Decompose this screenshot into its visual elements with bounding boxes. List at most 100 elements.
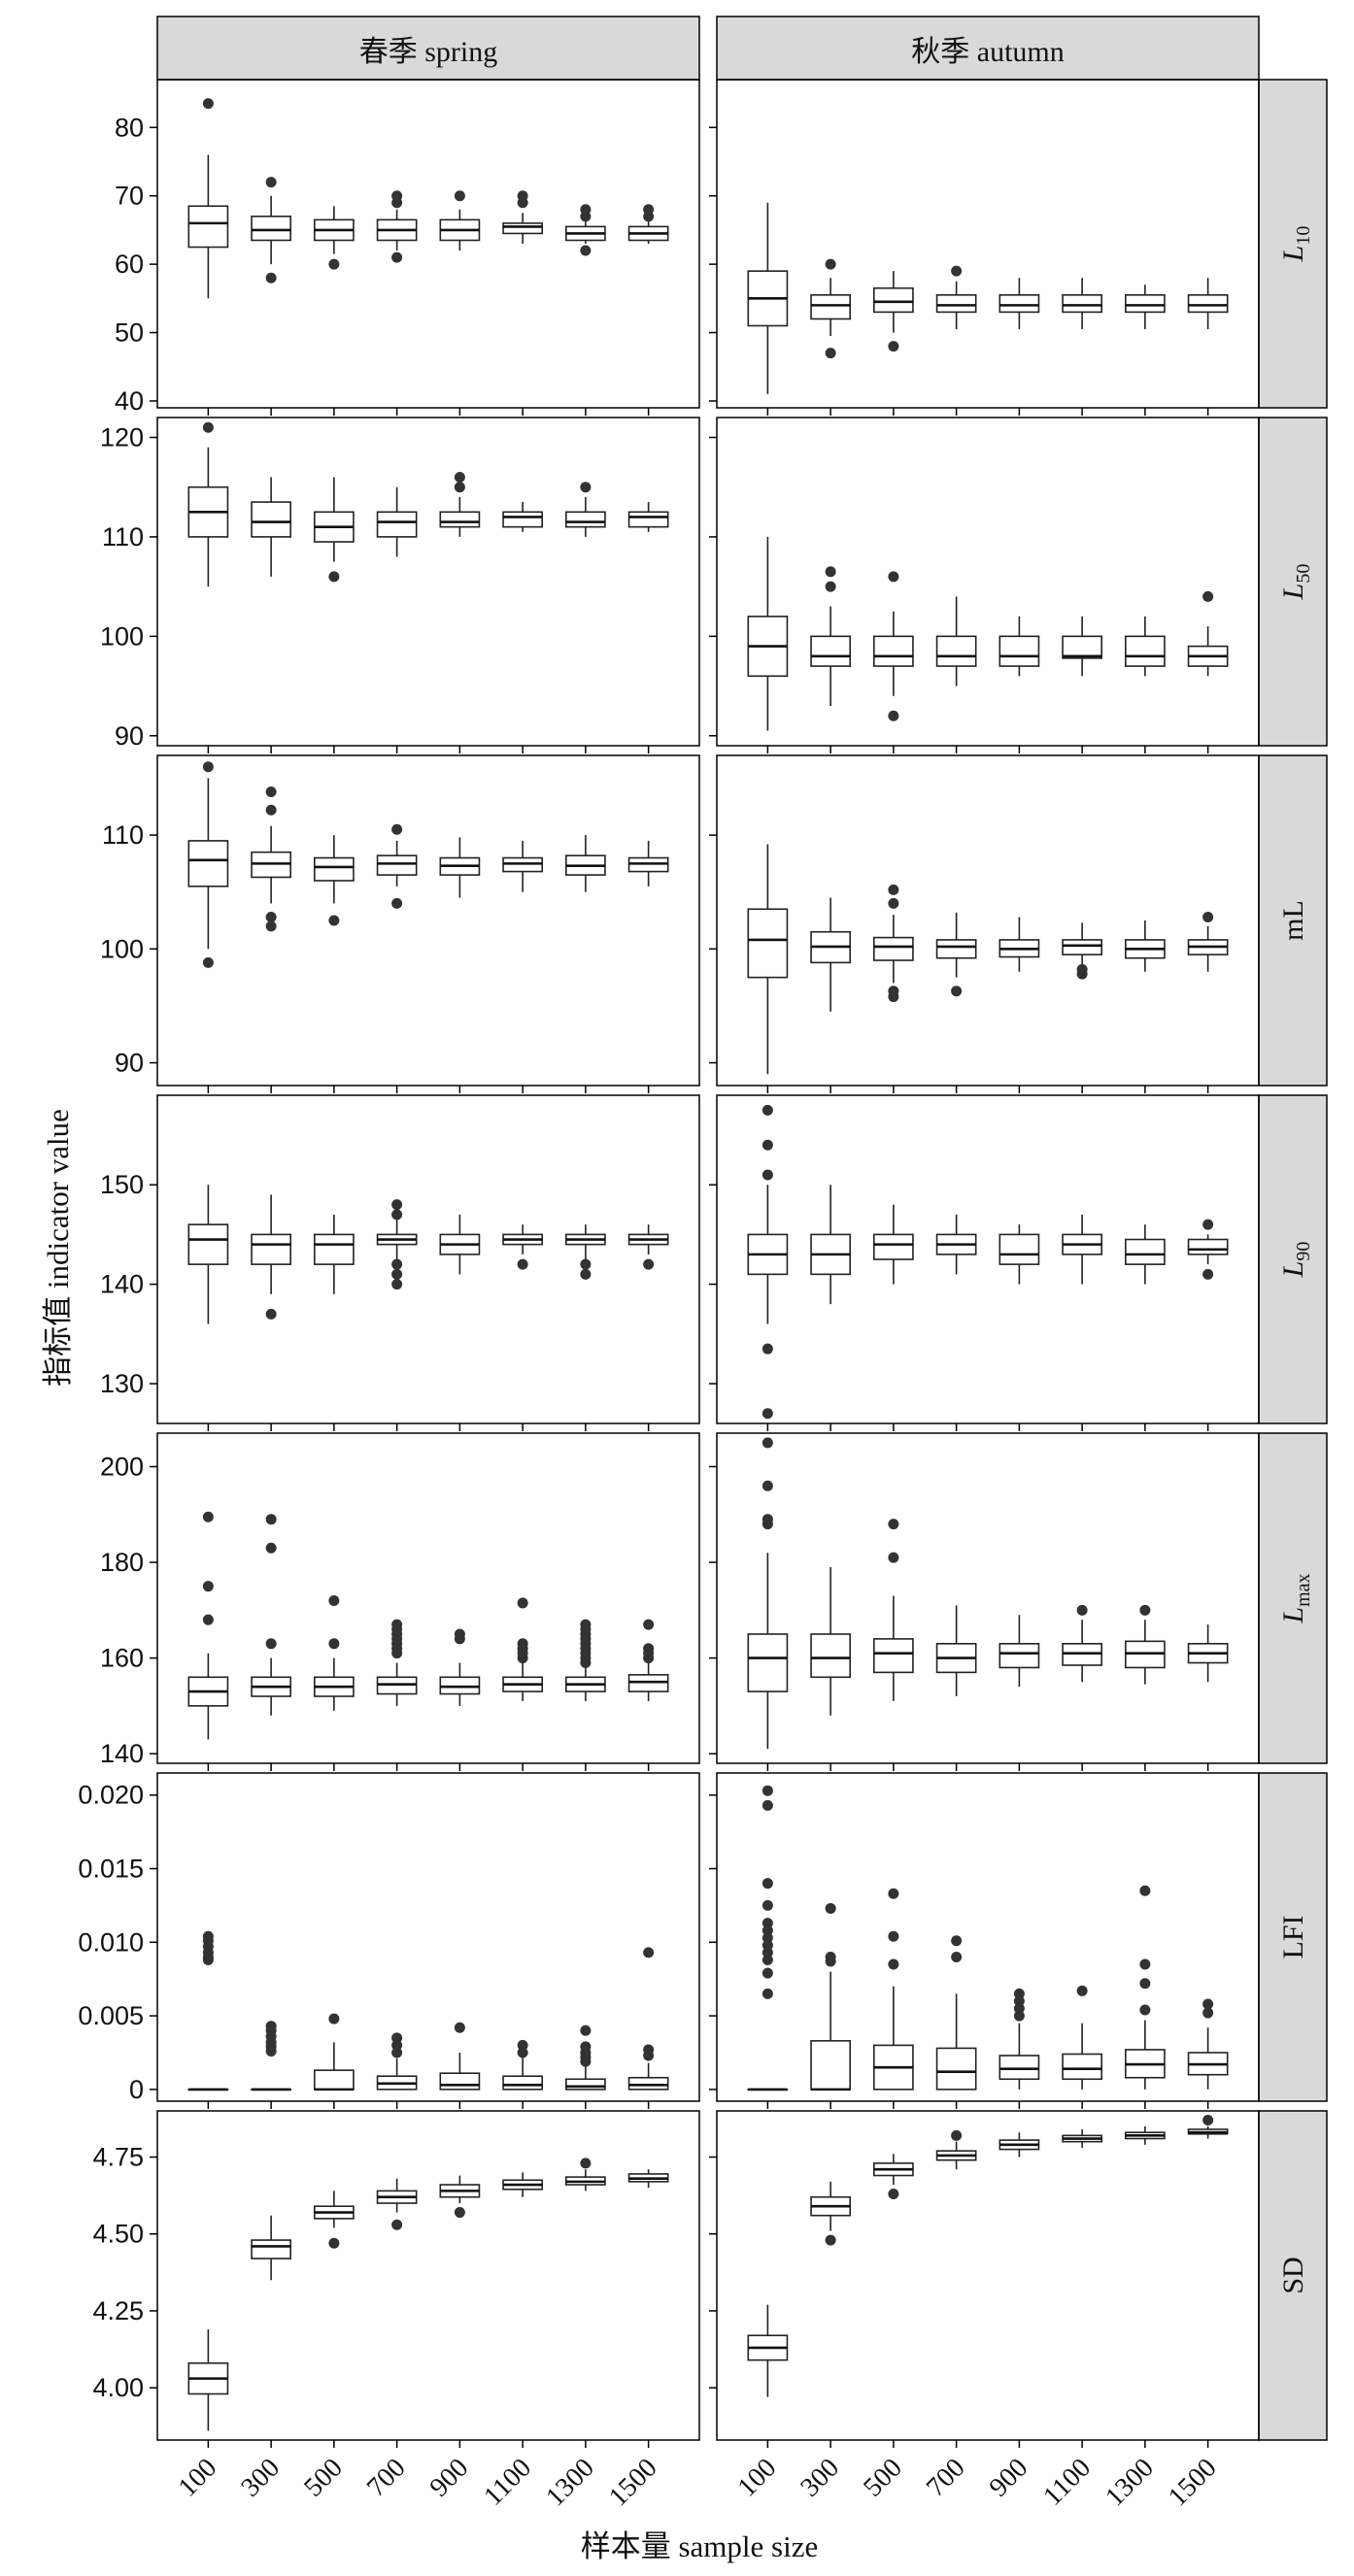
outlier-point bbox=[265, 272, 277, 284]
panel-frame bbox=[156, 754, 700, 1087]
box-iqr bbox=[251, 216, 291, 242]
panel: 100 300 500 700 900 1100 1300 1500 bbox=[709, 2110, 1260, 2513]
box-1100 bbox=[502, 1597, 543, 1701]
box-300 bbox=[251, 477, 291, 577]
box-1300 bbox=[565, 1224, 606, 1280]
box-300 bbox=[810, 1902, 851, 2091]
box-500 bbox=[873, 1519, 914, 1701]
y-tick-label: 50 bbox=[115, 318, 144, 348]
outlier-point bbox=[580, 1258, 592, 1270]
outlier-point bbox=[1013, 2003, 1025, 2015]
box-700 bbox=[935, 1214, 977, 1275]
box-1100 bbox=[1062, 1985, 1102, 2090]
y-tick-label: 150 bbox=[100, 1170, 144, 1199]
outlier-point bbox=[328, 1594, 340, 1606]
box-1100 bbox=[502, 190, 543, 244]
outlier-point bbox=[1013, 2010, 1025, 2022]
outlier-point bbox=[951, 986, 963, 997]
box-300 bbox=[810, 566, 851, 707]
box-iqr bbox=[1187, 294, 1229, 314]
outlier-point bbox=[762, 1939, 773, 1951]
outlier-point bbox=[202, 1511, 214, 1522]
box-900 bbox=[999, 1224, 1040, 1285]
box-1100 bbox=[502, 2172, 543, 2197]
outlier-point bbox=[1013, 1988, 1025, 1999]
outlier-point bbox=[517, 2039, 528, 2051]
outlier-point bbox=[1076, 1604, 1088, 1616]
panel: 90 100 110 120 bbox=[100, 417, 700, 753]
outlier-point bbox=[580, 2041, 592, 2053]
box-iqr bbox=[999, 294, 1040, 314]
box-100 bbox=[187, 1511, 229, 1740]
box-900 bbox=[439, 2175, 481, 2219]
box-700 bbox=[376, 2178, 418, 2230]
box-700 bbox=[935, 2129, 977, 2170]
panel-frame bbox=[716, 1094, 1260, 1424]
box-1100 bbox=[1062, 922, 1102, 980]
box-iqr bbox=[565, 2078, 606, 2091]
row-title: Lmax bbox=[1277, 1573, 1314, 1623]
y-tick-label: 130 bbox=[100, 1369, 144, 1398]
panel: 140 160 180 200 bbox=[100, 1432, 700, 1771]
box-1100 bbox=[1062, 616, 1102, 677]
y-tick-label: 0.020 bbox=[78, 1781, 144, 1810]
box-1500 bbox=[627, 204, 669, 244]
outlier-point bbox=[762, 1169, 773, 1181]
box-100 bbox=[187, 98, 229, 299]
outlier-point bbox=[762, 1785, 773, 1796]
box-iqr bbox=[999, 635, 1040, 667]
box-iqr bbox=[439, 511, 481, 528]
outlier-point bbox=[202, 1614, 214, 1625]
box-300 bbox=[810, 1566, 851, 1716]
outlier-point bbox=[1202, 2115, 1214, 2126]
box-iqr bbox=[1062, 635, 1102, 659]
box-1500 bbox=[1187, 590, 1229, 677]
box-700 bbox=[376, 2032, 418, 2091]
box-300 bbox=[251, 1194, 291, 1320]
box-iqr bbox=[251, 1233, 291, 1265]
outlier-point bbox=[888, 571, 899, 583]
y-tick-label: 100 bbox=[100, 934, 144, 963]
y-tick-label: 120 bbox=[100, 422, 144, 452]
box-iqr bbox=[502, 511, 543, 528]
panel-frame bbox=[716, 2110, 1260, 2441]
box-iqr bbox=[187, 205, 229, 249]
box-700 bbox=[935, 596, 977, 686]
outlier-point bbox=[762, 1104, 773, 1116]
y-tick-label: 70 bbox=[115, 182, 144, 211]
box-iqr bbox=[873, 635, 914, 667]
y-tick-label: 60 bbox=[115, 250, 144, 279]
box-1300 bbox=[1125, 1604, 1166, 1685]
outlier-point bbox=[580, 2024, 592, 2036]
column-title: 秋季 autumn bbox=[911, 36, 1065, 68]
box-iqr bbox=[376, 854, 418, 876]
y-tick-label: 4.25 bbox=[92, 2296, 144, 2325]
box-900 bbox=[439, 471, 481, 537]
outlier-point bbox=[888, 1958, 899, 1970]
box-1300 bbox=[565, 2158, 606, 2191]
outlier-point bbox=[202, 956, 214, 968]
column-strip bbox=[156, 16, 700, 81]
outlier-point bbox=[825, 348, 836, 359]
box-900 bbox=[999, 917, 1040, 972]
box-700 bbox=[376, 823, 418, 909]
panel-frame bbox=[156, 1094, 700, 1424]
outlier-point bbox=[951, 265, 963, 277]
outlier-point bbox=[951, 1951, 963, 1962]
outlier-point bbox=[265, 786, 277, 798]
outlier-point bbox=[1202, 911, 1214, 922]
outlier-point bbox=[1076, 1985, 1088, 1996]
box-300 bbox=[251, 2215, 291, 2281]
box-iqr bbox=[747, 1633, 789, 1692]
box-300 bbox=[810, 897, 851, 1012]
outlier-point bbox=[1139, 1604, 1151, 1616]
panel bbox=[709, 754, 1260, 1093]
outlier-point bbox=[517, 1638, 528, 1650]
column-strip bbox=[716, 16, 1260, 81]
outlier-point bbox=[888, 1519, 899, 1530]
box-iqr bbox=[935, 294, 977, 314]
outlier-point bbox=[825, 566, 836, 578]
outlier-point bbox=[762, 1988, 773, 1999]
box-iqr bbox=[314, 1233, 355, 1265]
